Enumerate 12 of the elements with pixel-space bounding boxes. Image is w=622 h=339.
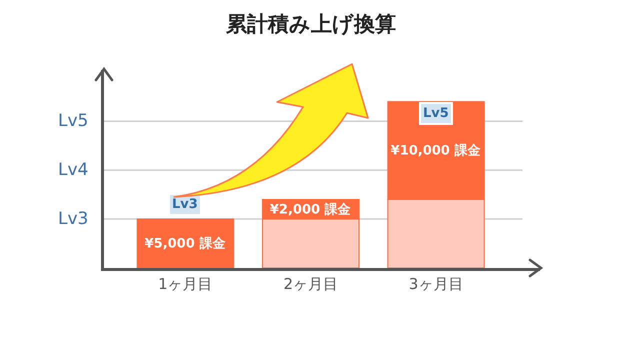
annotation: Lv5 [423, 106, 449, 121]
data-label: ¥2,000 課金 [270, 201, 352, 218]
data-label: ¥5,000 課金 [144, 236, 226, 252]
x-tick-label: 3ヶ月目 [408, 274, 464, 293]
ref-line-label: Lv5 [58, 111, 88, 131]
chart-title: 累計積み上げ換算 [225, 12, 396, 36]
x-tick-label: 1ヶ月目 [158, 274, 213, 293]
data-label: ¥10,000 課金 [390, 142, 482, 159]
x-tick-label: 2ヶ月目 [283, 274, 338, 293]
annotation: Lv3 [172, 197, 198, 212]
ref-line-label: Lv4 [58, 160, 88, 180]
ref-line-label: Lv3 [58, 209, 88, 229]
